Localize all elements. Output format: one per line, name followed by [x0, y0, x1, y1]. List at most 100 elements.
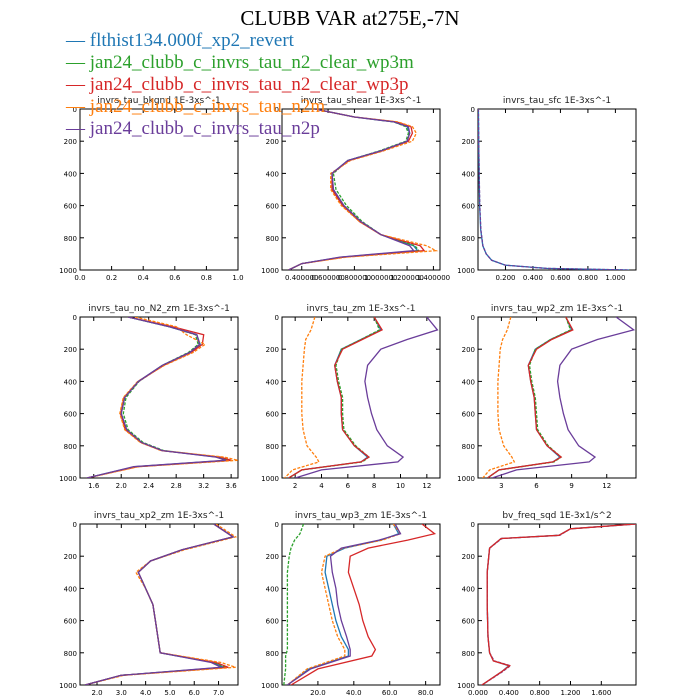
series-line: [487, 317, 574, 478]
plot-frame: [281, 316, 441, 479]
panel-8: invrs_tau_wp3_zm 1E-3xs^-1 0 200 400 600 800 1…: [261, 511, 441, 697]
y-tick-label: 600: [64, 411, 77, 419]
y-tick-label: 1000: [261, 475, 279, 483]
series-line: [283, 524, 305, 685]
series-line: [288, 317, 384, 478]
y-tick-label: 800: [266, 443, 279, 451]
series-line: [86, 317, 228, 478]
x-tick-label: 1.000: [605, 274, 625, 282]
y-tick-label: 600: [462, 203, 475, 211]
x-tick-label: 0.8: [201, 274, 212, 282]
plot-frame: [79, 523, 239, 686]
series-line: [295, 317, 439, 478]
figure-title: CLUBB VAR at275E,-7N: [240, 6, 460, 30]
series-line: [286, 524, 402, 685]
x-tick-label: 0.800: [578, 274, 598, 282]
panel-title: bv_freq_sqd 1E-3x1/s^2: [502, 511, 611, 521]
plot-frame: [79, 316, 239, 479]
series-line: [481, 524, 636, 685]
panel-5: invrs_tau_zm 1E-3xs^-1 0 200 400 600 800 1000 2…: [261, 304, 441, 490]
plot-frame: [477, 316, 637, 479]
plot-frame: [477, 523, 637, 686]
x-tick-label: 0.4: [138, 274, 150, 282]
y-tick-label: 200: [64, 346, 77, 354]
y-tick-label: 800: [462, 650, 475, 658]
series-line: [288, 109, 415, 270]
x-tick-label: 1.000000: [364, 274, 397, 282]
y-tick-label: 600: [266, 203, 279, 211]
x-tick-label: 1.600: [591, 689, 611, 697]
series-line: [86, 317, 229, 478]
series-line: [86, 317, 238, 478]
panel-7: invrs_tau_xp2_zm 1E-3xs^-1 0 200 400 600 800 1…: [59, 511, 239, 697]
x-tick-label: 1.200: [560, 689, 580, 697]
legend-entry-4: — jan24_clubb_c_invrs_tau_n2m: [66, 96, 326, 117]
y-tick-label: 400: [462, 585, 475, 593]
x-tick-label: 0.800000: [338, 274, 371, 282]
series-line: [481, 524, 636, 685]
plot-frame: [79, 108, 239, 271]
x-tick-label: 40.0: [346, 689, 362, 697]
x-tick-label: 7.0: [213, 689, 224, 697]
x-tick-label: 0.2: [106, 274, 117, 282]
x-tick-label: 0.400: [523, 274, 543, 282]
legend-entry-1: — flthist134.000f_xp2_revert: [66, 30, 294, 51]
x-tick-label: 2.4: [143, 482, 155, 490]
x-tick-label: 8: [372, 482, 376, 490]
x-tick-label: 20.0: [310, 689, 326, 697]
x-tick-label: 1.200000: [390, 274, 423, 282]
y-tick-label: 1000: [59, 475, 77, 483]
x-tick-label: 60.0: [382, 689, 398, 697]
x-tick-label: 0.400: [499, 689, 519, 697]
y-tick-label: 0: [471, 521, 475, 529]
series-line: [478, 109, 630, 270]
plot-frame: [477, 108, 637, 271]
panel-title: invrs_tau_sfc 1E-3xs^-1: [503, 96, 611, 106]
x-tick-label: 9: [569, 482, 573, 490]
x-tick-label: 0.600: [550, 274, 570, 282]
y-tick-label: 800: [64, 443, 77, 451]
x-tick-label: 3: [499, 482, 503, 490]
y-tick-label: 400: [266, 585, 279, 593]
series-line: [481, 524, 636, 685]
y-tick-label: 400: [64, 378, 77, 386]
y-tick-label: 0: [471, 106, 475, 114]
panel-title: invrs_tau_wp2_zm 1E-3xs^-1: [491, 304, 623, 314]
y-tick-label: 1000: [457, 682, 475, 690]
x-tick-label: 0.400000: [285, 274, 318, 282]
y-tick-label: 600: [266, 618, 279, 626]
series-line: [287, 524, 402, 685]
y-tick-label: 1000: [261, 267, 279, 275]
x-tick-label: 3.6: [226, 482, 238, 490]
y-tick-label: 1000: [457, 475, 475, 483]
x-tick-label: 0.6: [169, 274, 181, 282]
y-tick-label: 200: [462, 346, 475, 354]
series-line: [84, 524, 238, 685]
y-tick-label: 800: [462, 443, 475, 451]
y-tick-label: 600: [462, 411, 475, 419]
y-tick-label: 800: [462, 235, 475, 243]
y-tick-label: 200: [462, 553, 475, 561]
x-tick-label: 2.0: [91, 689, 102, 697]
x-tick-label: 3.0: [116, 689, 127, 697]
y-tick-label: 1000: [261, 682, 279, 690]
series-line: [86, 317, 232, 478]
x-tick-label: 0.800: [530, 689, 550, 697]
y-tick-label: 600: [64, 203, 77, 211]
x-tick-label: 6: [346, 482, 351, 490]
y-tick-label: 400: [64, 585, 77, 593]
panel-9: bv_freq_sqd 1E-3x1/s^2 0 200 400 600 800 1000 0…: [457, 511, 637, 697]
y-tick-label: 0: [471, 314, 475, 322]
series-line: [84, 524, 235, 685]
panel-6: invrs_tau_wp2_zm 1E-3xs^-1 0 200 400 600 800 1…: [457, 304, 637, 490]
y-tick-label: 1000: [59, 267, 77, 275]
panel-title: invrs_tau_shear 1E-3xs^-1: [301, 96, 422, 106]
y-tick-label: 600: [462, 618, 475, 626]
x-tick-label: 1.400000: [417, 274, 450, 282]
legend-entry-2: — jan24_clubb_c_invrs_tau_n2_clear_wp3m: [66, 52, 414, 73]
x-tick-label: 2: [293, 482, 297, 490]
x-tick-label: 4.0: [140, 689, 151, 697]
y-tick-label: 1000: [59, 682, 77, 690]
panel-3: invrs_tau_sfc 1E-3xs^-1 0 200 400 600 800 1000…: [457, 96, 637, 282]
y-tick-label: 200: [64, 138, 77, 146]
